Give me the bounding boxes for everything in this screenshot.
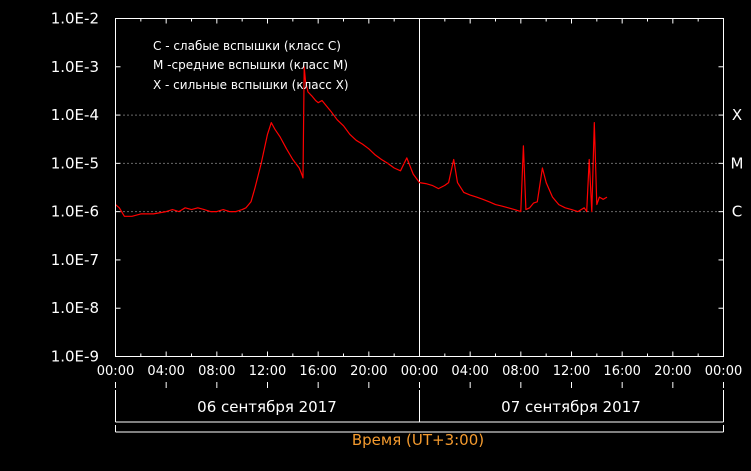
class-label-c: C [732, 203, 742, 221]
x-tick-label: 00:00 [401, 364, 438, 379]
x-axis-title: Время (UT+3:00) [352, 431, 484, 449]
series-group [115, 66, 608, 217]
y-tick-label: 1.0E-5 [51, 154, 99, 172]
x-tick-label: 20:00 [654, 364, 691, 379]
x-tick-label: 12:00 [553, 364, 590, 379]
x-axis: 00:00 04:00 08:00 12:00 16:00 20:00 00:00 04:00… [97, 18, 742, 388]
x-tick-label: 20:00 [350, 364, 387, 379]
day-bracket [115, 390, 724, 423]
legend: C - слабые вспышки (класс С) M -средние … [153, 39, 349, 92]
series-line-0 [115, 66, 608, 217]
plot-frame [115, 18, 724, 357]
class-label-x: X [732, 106, 742, 124]
x-tick-label: 00:00 [97, 364, 134, 379]
y-tick-label: 1.0E-8 [51, 299, 99, 317]
y-tick-label: 1.0E-2 [51, 10, 99, 28]
x-tick-label: 08:00 [198, 364, 235, 379]
axis-bracket [115, 425, 724, 433]
x-tick-label: 12:00 [249, 364, 286, 379]
y-axis: 1.0E-2 1.0E-3 1.0E-4 1.0E-5 1.0E-6 1.0E-7 1.0E… [51, 10, 724, 366]
legend-entry-x: X - сильные вспышки (класс Х) [153, 78, 349, 92]
class-label-m: M [731, 154, 744, 172]
x-tick-label: 16:00 [299, 364, 336, 379]
y-tick-label: 1.0E-6 [51, 203, 99, 221]
day-label-1: 06 сентября 2017 [197, 398, 337, 416]
legend-entry-m: M -средние вспышки (класс М) [153, 58, 348, 72]
y-tick-label: 1.0E-3 [51, 58, 99, 76]
day-label-2: 07 сентября 2017 [501, 398, 641, 416]
y-tick-label: 1.0E-4 [51, 106, 99, 124]
x-tick-label: 16:00 [603, 364, 640, 379]
x-tick-label: 08:00 [502, 364, 539, 379]
y-tick-label: 1.0E-7 [51, 251, 99, 269]
x-tick-label: 04:00 [451, 364, 488, 379]
x-tick-label: 00:00 [705, 364, 742, 379]
legend-entry-c: C - слабые вспышки (класс С) [153, 39, 341, 53]
y-tick-label: 1.0E-9 [51, 348, 99, 366]
x-tick-label: 04:00 [147, 364, 184, 379]
